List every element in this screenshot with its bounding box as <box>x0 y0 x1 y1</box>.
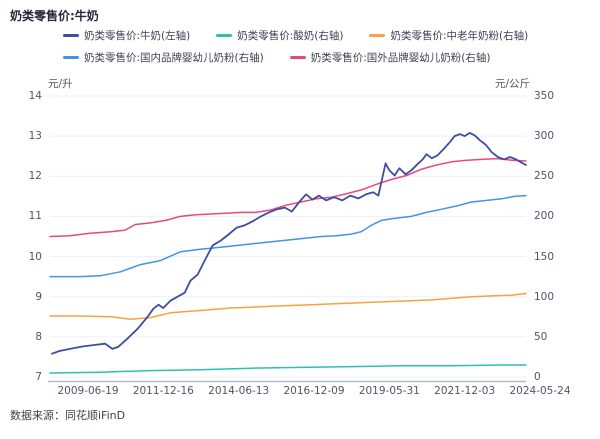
gridlines <box>50 95 526 378</box>
y-axis-tick-right: 250 <box>534 170 555 183</box>
series-line-1 <box>49 292 527 320</box>
legend-item-domestic-infant-powder[interactable]: 奶类零售价:国内品牌婴幼儿奶粉(右轴) <box>63 50 264 65</box>
y-axis-tick-left: 7 <box>35 371 42 383</box>
legend-swatch-icon <box>216 34 233 37</box>
legend-label: 奶类零售价:国外品牌婴幼儿奶粉(右轴) <box>310 52 491 64</box>
legend-swatch-icon <box>63 34 79 37</box>
legend-label: 奶类零售价:中老年奶粉(右轴) <box>390 30 529 42</box>
series-line-3 <box>49 157 527 238</box>
legend-label: 奶类零售价:国内品牌婴幼儿奶粉(右轴) <box>84 52 264 64</box>
legend-swatch-icon <box>63 56 79 59</box>
y-axis-tick-left: 8 <box>35 330 42 343</box>
legend-label: 奶类零售价:酸奶(右轴) <box>237 30 344 42</box>
y-axis-tick-left: 11 <box>28 210 42 223</box>
y-axis-tick-right: 150 <box>534 250 555 263</box>
y-axis-tick-right: 200 <box>534 210 555 223</box>
x-axis-tick: 2019-05-31 <box>358 385 420 397</box>
page-title: 奶类零售价:牛奶 <box>10 9 99 23</box>
y-axis-tick-left: 12 <box>28 170 42 183</box>
y-axis-tick-right: 0 <box>534 371 541 383</box>
legend-item-elderly-powder[interactable]: 奶类零售价:中老年奶粉(右轴) <box>369 28 528 43</box>
legend-item-milk[interactable]: 奶类零售价:牛奶(左轴) <box>63 28 190 43</box>
y-axis-tick-right: 50 <box>534 330 548 343</box>
y-axis-tick-right: 350 <box>534 90 555 102</box>
y-axis-tick-left: 14 <box>28 90 42 102</box>
x-axis-tick: 2014-06-13 <box>208 385 270 397</box>
series-line-2 <box>49 194 527 278</box>
legend-swatch-icon <box>369 34 386 37</box>
y-axis-tick-right: 100 <box>534 290 555 303</box>
series-line-0 <box>49 364 527 374</box>
x-axis-tick: 2016-12-09 <box>283 385 345 397</box>
left-axis-unit: 元/升 <box>48 78 73 90</box>
x-axis-tick: 2024-05-24 <box>509 385 571 397</box>
legend-item-yogurt[interactable]: 奶类零售价:酸奶(右轴) <box>216 28 343 43</box>
legend-swatch-icon <box>289 56 306 59</box>
y-axis-tick-left: 13 <box>28 130 42 143</box>
legend-item-foreign-infant-powder[interactable]: 奶类零售价:国外品牌婴幼儿奶粉(右轴) <box>289 50 491 65</box>
x-axis-tick: 2011-12-16 <box>132 385 194 397</box>
y-axis-tick-left: 10 <box>28 250 42 263</box>
legend: 奶类零售价:牛奶(左轴) 奶类零售价:酸奶(右轴) 奶类零售价:中老年奶粉(右轴… <box>63 28 568 65</box>
right-axis-unit: 元/公斤 <box>494 78 530 90</box>
legend-label: 奶类零售价:牛奶(左轴) <box>84 30 191 42</box>
y-axis-tick-right: 300 <box>534 130 555 143</box>
x-axis-tick: 2009-06-19 <box>57 385 119 397</box>
series-line-4 <box>51 131 527 355</box>
x-axis-tick: 2021-12-03 <box>434 385 496 397</box>
data-source: 数据来源：同花顺iFinD <box>10 409 126 422</box>
y-axis-tick-left: 9 <box>35 290 42 303</box>
